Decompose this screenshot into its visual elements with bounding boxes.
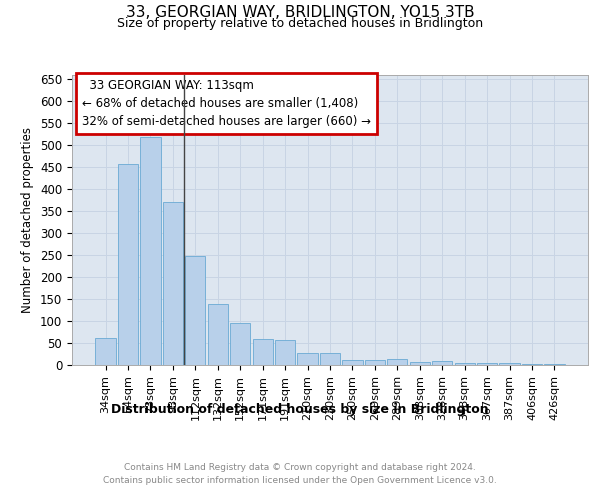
Bar xyxy=(208,304,228,365)
Bar xyxy=(410,362,430,365)
Bar xyxy=(522,364,542,365)
Bar xyxy=(230,324,250,365)
Bar xyxy=(455,363,475,365)
Bar xyxy=(163,202,183,365)
Text: 33 GEORGIAN WAY: 113sqm  
← 68% of detached houses are smaller (1,408)
32% of se: 33 GEORGIAN WAY: 113sqm ← 68% of detache… xyxy=(82,80,371,128)
Bar xyxy=(298,353,317,365)
Bar xyxy=(140,136,161,365)
Bar xyxy=(320,353,340,365)
Bar xyxy=(95,338,116,365)
Bar xyxy=(118,164,138,365)
Bar xyxy=(275,340,295,365)
Bar xyxy=(185,256,205,365)
Bar xyxy=(432,362,452,365)
Text: 33, GEORGIAN WAY, BRIDLINGTON, YO15 3TB: 33, GEORGIAN WAY, BRIDLINGTON, YO15 3TB xyxy=(125,5,475,20)
Y-axis label: Number of detached properties: Number of detached properties xyxy=(22,127,34,313)
Bar xyxy=(499,363,520,365)
Bar xyxy=(253,338,273,365)
Text: Size of property relative to detached houses in Bridlington: Size of property relative to detached ho… xyxy=(117,18,483,30)
Bar xyxy=(365,360,385,365)
Text: Distribution of detached houses by size in Bridlington: Distribution of detached houses by size … xyxy=(111,402,489,415)
Text: Contains HM Land Registry data © Crown copyright and database right 2024.: Contains HM Land Registry data © Crown c… xyxy=(124,462,476,471)
Bar xyxy=(343,360,362,365)
Bar xyxy=(477,363,497,365)
Bar xyxy=(387,359,407,365)
Text: Contains public sector information licensed under the Open Government Licence v3: Contains public sector information licen… xyxy=(103,476,497,485)
Bar xyxy=(544,364,565,365)
